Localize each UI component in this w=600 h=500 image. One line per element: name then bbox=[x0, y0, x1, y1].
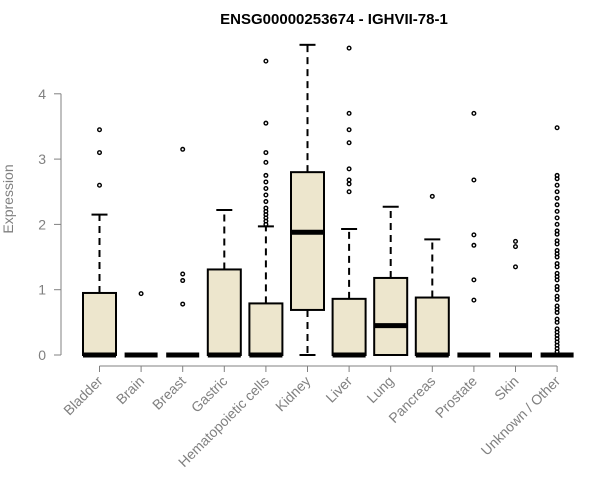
y-axis-label: Expression bbox=[0, 164, 16, 233]
outlier-point bbox=[554, 125, 560, 131]
x-tick-label: Breast bbox=[149, 373, 189, 413]
outlier-point bbox=[138, 291, 144, 297]
y-axis: 0 1 2 3 4 bbox=[38, 86, 62, 363]
outlier-point bbox=[96, 150, 102, 156]
outlier-point bbox=[554, 261, 560, 267]
box-brain bbox=[124, 291, 158, 358]
chart-title: ENSG00000253674 - IGHVII-78-1 bbox=[220, 11, 448, 28]
outlier-point bbox=[263, 179, 269, 185]
outlier-point bbox=[263, 150, 269, 156]
box-breast bbox=[166, 146, 200, 358]
outlier-point bbox=[346, 181, 352, 187]
outlier-point bbox=[346, 140, 352, 146]
outlier-point bbox=[96, 182, 102, 188]
outlier-point bbox=[180, 301, 186, 307]
box-body bbox=[373, 276, 409, 357]
box-body bbox=[206, 268, 242, 356]
box-hematopoietic-cells bbox=[248, 58, 284, 358]
outlier-point bbox=[554, 293, 560, 299]
outlier-point bbox=[554, 283, 560, 289]
box-prostate bbox=[457, 110, 491, 358]
boxes-group bbox=[82, 43, 574, 358]
outlier-point bbox=[471, 297, 477, 303]
outlier-point bbox=[554, 316, 560, 322]
outlier-point bbox=[554, 215, 560, 221]
outlier-point bbox=[471, 177, 477, 183]
outlier-point bbox=[263, 120, 269, 126]
outlier-point bbox=[263, 199, 269, 205]
outlier-point bbox=[263, 205, 269, 211]
outlier-point bbox=[346, 127, 352, 133]
box-body bbox=[290, 171, 325, 311]
outlier-point bbox=[554, 208, 560, 214]
x-tick-label: Brain bbox=[113, 373, 147, 407]
outlier-point bbox=[263, 192, 269, 198]
x-tick-label: Kidney bbox=[272, 373, 314, 415]
box-pancreas bbox=[414, 193, 450, 358]
outlier-point bbox=[554, 172, 560, 178]
outlier-point bbox=[554, 195, 560, 201]
y-tick-label: 4 bbox=[38, 86, 46, 102]
outlier-point bbox=[471, 232, 477, 238]
y-tick-label: 2 bbox=[38, 216, 46, 232]
box-liver bbox=[331, 45, 367, 358]
x-tick-label: Bladder bbox=[60, 373, 106, 419]
outlier-point bbox=[96, 127, 102, 133]
box-lung bbox=[373, 205, 409, 357]
outlier-point bbox=[346, 166, 352, 172]
box-gastric bbox=[206, 209, 242, 358]
y-tick-label: 3 bbox=[38, 151, 46, 167]
outlier-point bbox=[554, 221, 560, 227]
box-body bbox=[414, 296, 450, 357]
box-unknown-other bbox=[540, 125, 574, 358]
outlier-point bbox=[554, 248, 560, 254]
outlier-point bbox=[263, 185, 269, 191]
outlier-point bbox=[263, 58, 269, 64]
outlier-point bbox=[513, 264, 519, 270]
outlier-point bbox=[263, 159, 269, 165]
outlier-point bbox=[180, 146, 186, 152]
outlier-point bbox=[346, 45, 352, 51]
x-tick-label: Prostate bbox=[432, 373, 480, 421]
outlier-point bbox=[471, 110, 477, 116]
outlier-point bbox=[180, 271, 186, 277]
outlier-point bbox=[554, 228, 560, 234]
box-body bbox=[82, 291, 117, 356]
outlier-point bbox=[554, 189, 560, 195]
outlier-point bbox=[429, 193, 435, 199]
outlier-point bbox=[554, 182, 560, 188]
outlier-point bbox=[471, 277, 477, 283]
outlier-point bbox=[471, 242, 477, 248]
box-kidney bbox=[290, 43, 325, 356]
y-tick-label: 0 bbox=[38, 347, 46, 363]
x-tick-label: Unknown / Other bbox=[478, 373, 564, 459]
outlier-point bbox=[346, 110, 352, 116]
box-body bbox=[331, 297, 367, 357]
outlier-point bbox=[263, 172, 269, 178]
y-tick-label: 1 bbox=[38, 282, 46, 298]
x-tick-label: Lung bbox=[363, 373, 396, 406]
outlier-point bbox=[180, 278, 186, 284]
outlier-point bbox=[554, 202, 560, 208]
box-bladder bbox=[82, 127, 117, 358]
outlier-point bbox=[513, 244, 519, 250]
box-body bbox=[248, 302, 284, 356]
outlier-point bbox=[346, 189, 352, 195]
outlier-point bbox=[554, 303, 560, 309]
outlier-point bbox=[513, 238, 519, 244]
outlier-point bbox=[554, 270, 560, 276]
outlier-point bbox=[554, 238, 560, 244]
box-skin bbox=[499, 238, 532, 358]
outlier-point bbox=[554, 326, 560, 332]
outlier-point bbox=[346, 177, 352, 183]
x-tick-label: Liver bbox=[322, 373, 355, 406]
x-tick-label: Skin bbox=[491, 373, 522, 404]
